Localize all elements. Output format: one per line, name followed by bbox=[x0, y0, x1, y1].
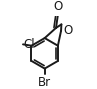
Text: Br: Br bbox=[38, 76, 51, 89]
Text: O: O bbox=[63, 24, 72, 37]
Text: Cl: Cl bbox=[24, 38, 35, 51]
Text: O: O bbox=[53, 0, 62, 13]
